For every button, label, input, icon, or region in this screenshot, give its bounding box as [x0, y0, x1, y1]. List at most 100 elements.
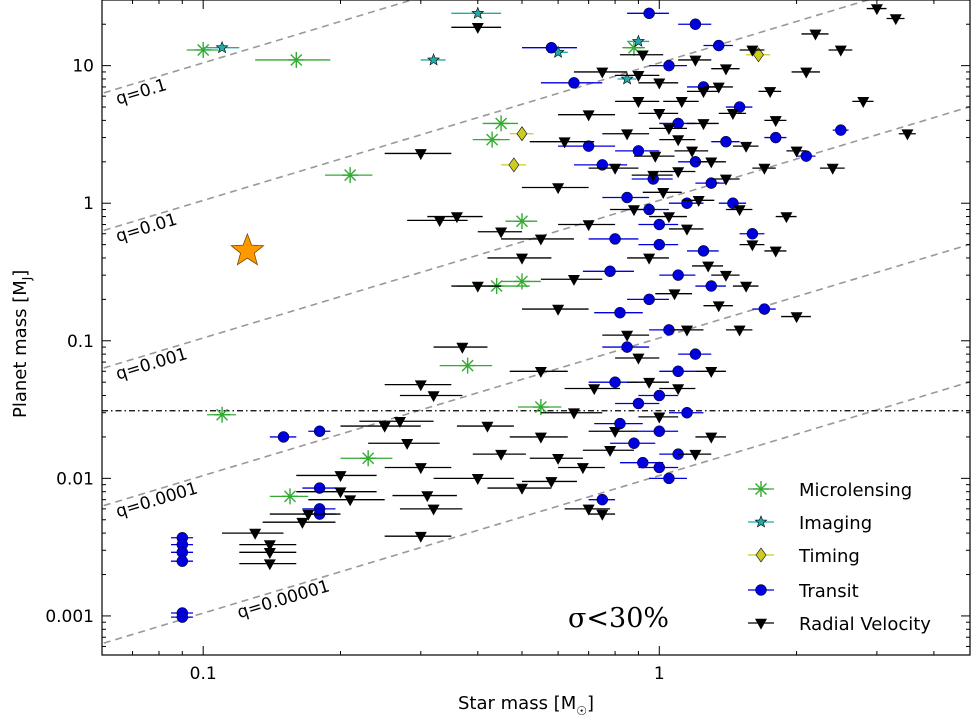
annotation-sigma: σ<30% [568, 603, 669, 634]
x-tick-label: 0.1 [190, 664, 217, 684]
data-point [653, 109, 666, 120]
data-point [534, 234, 547, 246]
ratio-line-3 [102, 243, 970, 507]
data-point [414, 149, 427, 161]
data-point [769, 131, 782, 144]
data-point [632, 353, 645, 365]
data-point [800, 67, 813, 79]
data-point [790, 312, 803, 324]
y-tick-label: 1 [83, 194, 94, 214]
data-point [471, 6, 485, 19]
data-point [637, 456, 649, 469]
data-point [582, 504, 595, 516]
y-axis-label-close: ] [10, 270, 31, 277]
data-point [414, 531, 427, 543]
data-point [705, 157, 718, 169]
data-point [263, 540, 276, 552]
data-point [901, 129, 914, 141]
data-point [675, 97, 688, 108]
data-point [176, 611, 189, 623]
data-point [421, 491, 434, 503]
data-point [809, 29, 822, 41]
data-point [481, 421, 494, 433]
data-point [614, 417, 626, 430]
legend-label: Radial Velocity [799, 614, 931, 635]
series-transit [170, 7, 849, 623]
data-point [582, 110, 595, 122]
data-point [609, 376, 621, 388]
data-point [662, 212, 675, 224]
data-point [702, 261, 715, 273]
data-point [534, 367, 547, 378]
series-microlensing [186, 39, 645, 506]
data-point [712, 82, 725, 94]
data-point [764, 87, 777, 98]
data-point [621, 341, 633, 353]
data-point [719, 270, 732, 282]
data-point [686, 146, 699, 158]
legend-label: Timing [798, 546, 860, 567]
data-point [401, 438, 414, 450]
data-point [653, 218, 666, 231]
data-point [450, 212, 463, 224]
x-axis-label-close: ] [587, 693, 594, 714]
highlight-star [230, 232, 265, 266]
data-point [769, 246, 782, 258]
data-point [249, 528, 262, 540]
data-point [334, 487, 347, 499]
data-point [689, 55, 702, 67]
data-point [643, 377, 656, 389]
data-point [334, 471, 347, 483]
legend-label: Imaging [799, 513, 872, 534]
data-point [857, 97, 870, 108]
data-point [393, 416, 406, 428]
legend-label: Transit [798, 581, 859, 602]
data-point [545, 41, 558, 54]
data-point [697, 245, 710, 257]
data-point [515, 483, 528, 495]
svg-text:Planet mass [MJ]: Planet mass [MJ] [10, 270, 34, 418]
data-point [596, 493, 609, 506]
data-point [692, 195, 705, 207]
legend-item-radial-velocity: Radial Velocity [748, 614, 931, 635]
data-point [697, 87, 710, 98]
data-point [719, 64, 732, 76]
data-point [705, 280, 718, 292]
data-point [545, 477, 558, 489]
data-point [870, 4, 883, 16]
data-point [889, 14, 902, 26]
data-point [568, 77, 580, 89]
data-point [378, 421, 391, 433]
data-point [495, 227, 508, 239]
data-point [582, 140, 595, 152]
data-point [672, 167, 685, 179]
data-point [456, 342, 469, 354]
data-point [176, 555, 189, 567]
data-point [576, 463, 589, 475]
data-point [653, 389, 666, 402]
series-timing [501, 47, 771, 173]
data-point [588, 384, 601, 396]
data-point [680, 325, 693, 337]
data-point [516, 126, 528, 142]
data-point [689, 348, 702, 360]
data-point [712, 301, 725, 313]
data-point [753, 47, 764, 63]
legend-marker [754, 618, 768, 630]
data-point [632, 397, 645, 410]
data-point [427, 504, 440, 516]
data-point [681, 406, 693, 419]
data-point [567, 408, 580, 420]
data-point [758, 163, 771, 175]
y-axis-label-text: Planet mass [M [10, 280, 31, 418]
svg-text:Star mass [M☉]: Star mass [M☉] [458, 693, 594, 718]
data-point [620, 72, 634, 85]
data-point [277, 431, 290, 443]
series-radial-velocity [222, 4, 916, 571]
data-point [508, 157, 520, 173]
data-point [653, 238, 666, 251]
x-axis-label-text: Star mass [M [458, 693, 576, 714]
data-point [680, 224, 693, 236]
data-point [657, 188, 670, 199]
